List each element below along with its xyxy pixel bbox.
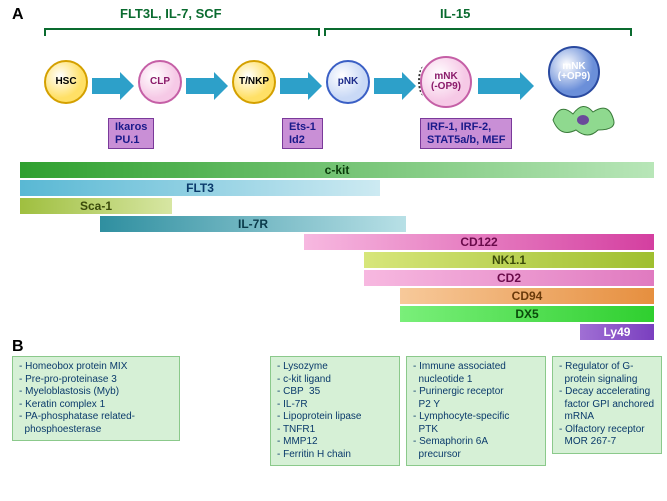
list-item: Pre-pro-proteinase 3	[19, 374, 173, 387]
list-item: Regulator of G- protein signaling	[559, 361, 655, 386]
arrow-4	[478, 72, 534, 100]
marker-bar-cd94: CD94	[400, 288, 654, 304]
gene-list-1: Lysozymec-kit ligandCBP 35IL-7RLipoprote…	[270, 356, 400, 466]
gene-list-0: Homeobox protein MIXPre-pro-proteinase 3…	[12, 356, 180, 441]
node-mnk2: mNK (+OP9)	[548, 46, 600, 98]
list-item: Lipoprotein lipase	[277, 411, 393, 424]
cytokine-left: FLT3L, IL-7, SCF	[120, 6, 222, 21]
marker-bar-sca1: Sca-1	[20, 198, 172, 214]
node-hsc: HSC	[44, 60, 88, 104]
list-item: c-kit ligand	[277, 374, 393, 387]
list-item: Ferritin H chain	[277, 449, 393, 462]
gene-list-3: Regulator of G- protein signalingDecay a…	[552, 356, 662, 454]
marker-bar-cd122: CD122	[304, 234, 654, 250]
arrow-1	[186, 72, 228, 100]
marker-bar-flt3: FLT3	[20, 180, 380, 196]
tf-box-0: Ikaros PU.1	[108, 118, 154, 149]
marker-bar-nk11: NK1.1	[364, 252, 654, 268]
arrow-2	[280, 72, 322, 100]
list-item: IL-7R	[277, 399, 393, 412]
tf-box-2: IRF-1, IRF-2, STAT5a/b, MEF	[420, 118, 512, 149]
list-item: CBP 35	[277, 386, 393, 399]
cytokine-right: IL-15	[440, 6, 470, 21]
node-tnkp: T/NKP	[232, 60, 276, 104]
list-item: Keratin complex 1	[19, 399, 173, 412]
marker-bar-il7r: IL-7R	[100, 216, 406, 232]
gene-list-2: Immune associated nucleotide 1Purinergic…	[406, 356, 546, 466]
marker-bar-ly49: Ly49	[580, 324, 654, 340]
list-item: MMP12	[277, 436, 393, 449]
list-item: Immune associated nucleotide 1	[413, 361, 539, 386]
list-item: Lysozyme	[277, 361, 393, 374]
marker-bar-cd2: CD2	[364, 270, 654, 286]
list-item: Olfactory receptor MOR 267-7	[559, 424, 655, 449]
list-item: Homeobox protein MIX	[19, 361, 173, 374]
node-clp: CLP	[138, 60, 182, 104]
list-item: TNFR1	[277, 424, 393, 437]
tf-box-1: Ets-1 Id2	[282, 118, 323, 149]
arrow-0	[92, 72, 134, 100]
list-item: Decay accelerating factor GPI anchored m…	[559, 386, 655, 424]
list-item: Semaphorin 6A precursor	[413, 436, 539, 461]
node-pnk: pNK	[326, 60, 370, 104]
panel-b-label: B	[12, 338, 24, 356]
mnk1-granules	[418, 66, 430, 96]
list-item: Lymphocyte-specific PTK	[413, 411, 539, 436]
arrow-3	[374, 72, 416, 100]
marker-bar-dx5: DX5	[400, 306, 654, 322]
marker-bar-ckit: c-kit	[20, 162, 654, 178]
list-item: Purinergic receptor P2 Y	[413, 386, 539, 411]
panel-a-label: A	[12, 6, 24, 24]
list-item: PA-phosphatase related- phosphoesterase	[19, 411, 173, 436]
list-item: Myeloblastosis (Myb)	[19, 386, 173, 399]
op9-stromal-cell	[548, 100, 618, 140]
